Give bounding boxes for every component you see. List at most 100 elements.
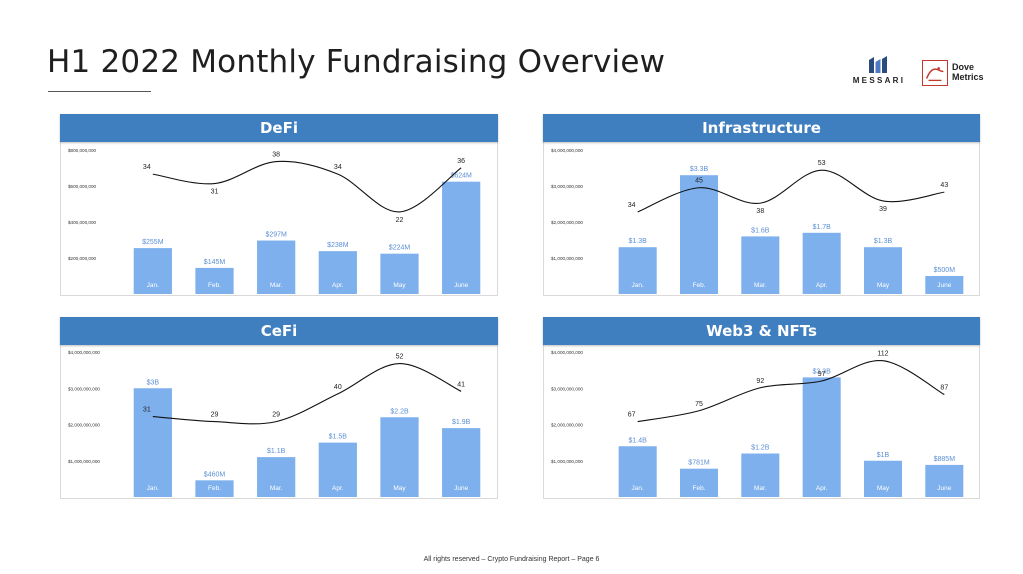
y-tick-label: $1,000,000,000 [68, 459, 100, 464]
bar-value-label: $500M [934, 267, 956, 274]
bar [741, 236, 780, 294]
bar-value-label: $624M [450, 173, 472, 180]
bar-value-label: $238M [327, 242, 349, 249]
bar-value-label: $297M [265, 232, 287, 239]
line-value-label: 39 [879, 206, 887, 213]
line-value-label: 29 [272, 412, 280, 419]
line-value-label: 92 [756, 378, 764, 385]
bar [318, 251, 357, 294]
x-tick-label: June [454, 282, 468, 289]
y-tick-label: $2,000,000,000 [551, 220, 583, 225]
bar [802, 377, 841, 497]
bar-value-label: $1.3B [874, 238, 893, 245]
title-divider [48, 91, 151, 92]
line-value-label: 38 [272, 152, 280, 159]
line-value-label: 97 [818, 371, 826, 378]
bar [318, 442, 357, 497]
bar [195, 267, 234, 294]
line-value-label: 34 [143, 164, 151, 171]
y-tick-label: $400,000,000 [68, 220, 97, 225]
line-value-label: 34 [334, 164, 342, 171]
line-value-label: 52 [396, 354, 404, 361]
chart-svg: $1,000,000,000 $2,000,000,000 $3,000,000,0… [551, 350, 964, 497]
chart-title: Web3 & NFTs [543, 317, 980, 345]
dove-metrics-wordmark: Dove Metrics [952, 62, 984, 82]
chart-panel: Infrastructure $1,000,000,000 $2,000,000,0… [543, 114, 980, 296]
bar-value-label: $3.3B [690, 166, 709, 173]
y-tick-label: $3,000,000,000 [551, 184, 583, 189]
bar-value-label: $1.7B [813, 224, 832, 231]
chart-title: CeFi [60, 317, 498, 345]
y-tick-label: $800,000,000 [68, 148, 97, 153]
bar [863, 460, 903, 497]
bar-value-label: $1.6B [751, 227, 770, 234]
y-tick-label: $4,000,000,000 [68, 350, 100, 355]
bar [925, 464, 964, 497]
line-value-label: 87 [940, 385, 948, 392]
line-value-label: 29 [211, 412, 219, 419]
y-tick-label: $3,000,000,000 [68, 386, 100, 391]
line-value-label: 75 [695, 401, 703, 408]
bar-value-label: $224M [389, 245, 411, 252]
bar [257, 240, 296, 294]
bar [133, 388, 172, 497]
x-tick-label: Feb. [692, 485, 705, 492]
x-tick-label: Apr. [332, 282, 344, 289]
bar-value-label: $3.3B [813, 368, 832, 375]
line-value-label: 112 [877, 351, 888, 358]
x-tick-label: May [877, 485, 890, 492]
x-tick-label: Feb. [692, 282, 705, 289]
x-tick-label: Apr. [332, 485, 344, 492]
count-line [152, 363, 462, 425]
bar [618, 247, 657, 294]
x-tick-label: Jan. [632, 485, 644, 492]
bar [195, 480, 234, 497]
dove-metrics-logo: Dove Metrics [922, 60, 992, 88]
bar-value-label: $1B [877, 452, 890, 459]
y-tick-label: $4,000,000,000 [551, 350, 583, 355]
x-tick-label: Mar. [270, 282, 283, 289]
count-line [637, 360, 945, 423]
bar [802, 232, 841, 294]
messari-logo: MESSARI [848, 56, 910, 88]
bar [133, 248, 172, 294]
x-tick-label: Jan. [147, 282, 159, 289]
x-tick-label: Mar. [754, 282, 767, 289]
messari-mark-icon [869, 56, 887, 73]
metrics-word: Metrics [952, 72, 984, 82]
chart-title: DeFi [60, 114, 498, 142]
line-value-label: 38 [756, 208, 764, 215]
x-tick-label: Mar. [270, 485, 283, 492]
bar [257, 457, 296, 497]
x-tick-label: Mar. [754, 485, 767, 492]
line-value-label: 40 [334, 384, 342, 391]
bar-value-label: $145M [204, 259, 226, 266]
bar-value-label: $885M [934, 456, 956, 463]
bar [679, 468, 719, 497]
bar-value-label: $1.2B [751, 445, 770, 452]
bar [380, 417, 419, 497]
bar [863, 247, 903, 294]
x-tick-label: June [937, 282, 951, 289]
bar-value-label: $460M [204, 471, 226, 478]
bar-value-label: $255M [142, 239, 164, 246]
x-tick-label: Apr. [816, 282, 828, 289]
bar [380, 253, 419, 294]
y-tick-label: $1,000,000,000 [551, 256, 583, 261]
bar-value-label: $1.3B [629, 238, 648, 245]
dove-word: Dove [952, 62, 975, 72]
chart-svg: $200,000,000 $400,000,000 $600,000,000 $800… [68, 148, 481, 294]
x-tick-label: June [454, 485, 468, 492]
line-value-label: 36 [457, 158, 465, 165]
bar [741, 453, 780, 497]
y-tick-label: $600,000,000 [68, 184, 97, 189]
bar-value-label: $781M [688, 460, 710, 467]
bar-value-label: $1.9B [452, 419, 471, 426]
chart-panel: DeFi $200,000,000 $400,000,000 $600,000,000… [60, 114, 498, 296]
messari-wordmark: MESSARI [852, 76, 906, 85]
bar [442, 428, 481, 497]
dove-icon [922, 60, 948, 86]
x-tick-label: Jan. [632, 282, 644, 289]
bar [618, 446, 657, 497]
line-value-label: 22 [396, 217, 404, 224]
